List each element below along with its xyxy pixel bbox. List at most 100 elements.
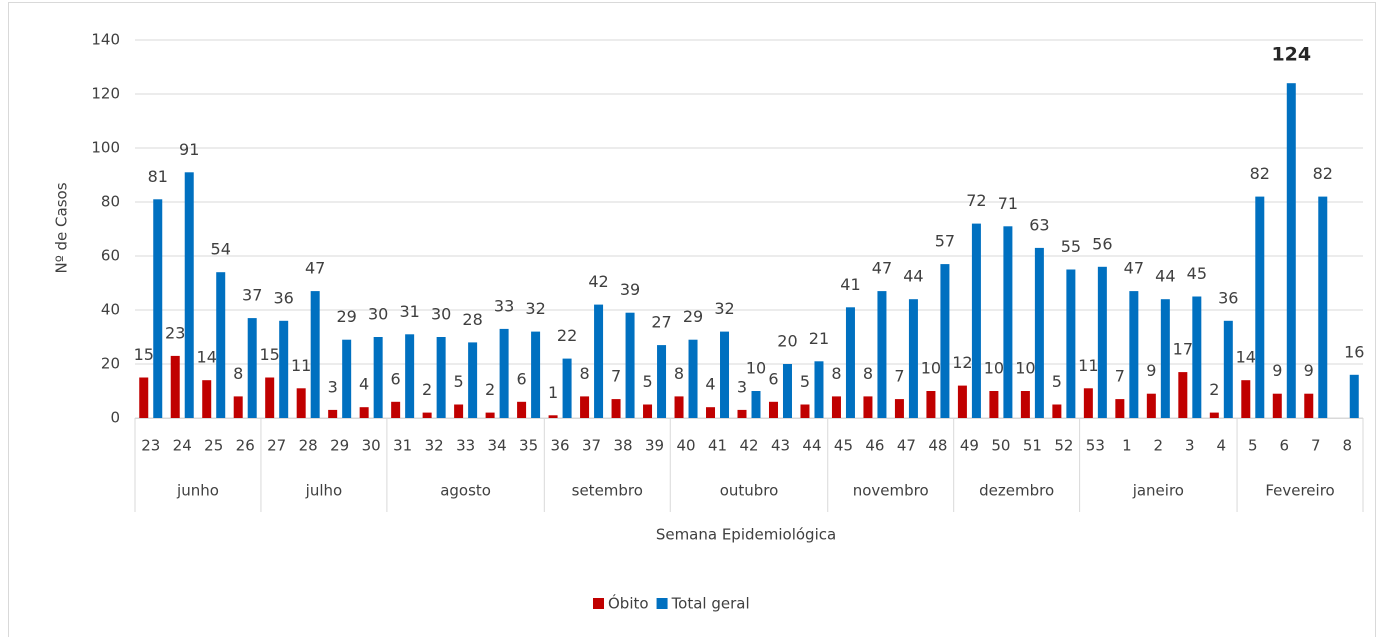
value-label: 9 (1272, 361, 1282, 380)
bar (1272, 393, 1282, 418)
value-label: 11 (1078, 356, 1098, 375)
bar (1192, 296, 1202, 418)
value-label: 45 (1187, 264, 1207, 283)
bar (153, 199, 163, 418)
value-label: 82 (1250, 164, 1270, 183)
value-label: 5 (1052, 372, 1062, 391)
value-label: 14 (1236, 348, 1256, 367)
value-label: 29 (683, 307, 703, 326)
value-label: 81 (148, 167, 168, 186)
bar (1003, 226, 1013, 418)
bar (247, 318, 257, 418)
value-label: 17 (1173, 340, 1193, 359)
value-label: 54 (211, 240, 231, 259)
bar (1318, 196, 1328, 418)
bar (1304, 393, 1314, 418)
value-label: 10 (921, 359, 941, 378)
bar (1255, 196, 1265, 418)
x-tick-label: 51 (1023, 437, 1042, 455)
x-tick-label: 46 (865, 437, 884, 455)
y-tick-label: 80 (101, 193, 120, 211)
bar (894, 399, 904, 418)
value-label: 36 (1218, 288, 1238, 307)
value-label: 7 (1115, 367, 1125, 386)
value-label: 10 (746, 359, 766, 378)
x-tick-label: 52 (1054, 437, 1073, 455)
value-label: 8 (674, 364, 684, 383)
bar (643, 404, 653, 418)
bar (814, 361, 824, 418)
bar (359, 407, 369, 418)
bar (548, 415, 558, 418)
bar (1178, 372, 1188, 418)
x-tick-label: 26 (236, 437, 255, 455)
x-tick-label: 31 (393, 437, 412, 455)
bar (877, 291, 887, 418)
bar (800, 404, 810, 418)
value-label: 32 (714, 299, 734, 318)
x-tick-label: 28 (299, 437, 318, 455)
x-tick-label: 47 (897, 437, 916, 455)
y-tick-label: 60 (101, 247, 120, 265)
legend-label: Total geral (671, 595, 750, 613)
x-tick-label: 37 (582, 437, 601, 455)
month-label: julho (305, 482, 343, 500)
bar (768, 401, 778, 418)
value-label: 16 (1344, 342, 1364, 361)
bar (1034, 247, 1044, 418)
value-label: 1 (548, 383, 558, 402)
bar (1066, 269, 1076, 418)
value-label: 5 (642, 372, 652, 391)
value-label: 7 (894, 367, 904, 386)
bar (139, 377, 149, 418)
value-label: 91 (179, 140, 199, 159)
bar (279, 320, 289, 418)
x-tick-label: 35 (519, 437, 538, 455)
value-label: 6 (768, 369, 778, 388)
bar (1129, 291, 1139, 418)
bar (1097, 266, 1107, 418)
value-label: 15 (134, 345, 154, 364)
bar (737, 409, 747, 418)
x-tick-label: 5 (1248, 437, 1258, 455)
bar (926, 391, 936, 418)
x-tick-label: 39 (645, 437, 664, 455)
bar (328, 409, 338, 418)
value-label: 12 (952, 353, 972, 372)
bar (310, 291, 320, 418)
x-tick-label: 50 (991, 437, 1010, 455)
x-tick-label: 38 (614, 437, 633, 455)
bar (468, 342, 478, 418)
value-label: 56 (1092, 234, 1112, 253)
bar (265, 377, 275, 418)
bar (373, 337, 383, 418)
value-label: 47 (305, 259, 325, 278)
bar (971, 223, 981, 418)
bar (184, 172, 194, 418)
bar (436, 337, 446, 418)
value-label: 5 (800, 372, 810, 391)
value-label: 8 (579, 364, 589, 383)
bar (1349, 374, 1359, 418)
x-tick-label: 43 (771, 437, 790, 455)
bar (782, 364, 792, 418)
bar (562, 358, 572, 418)
bar (499, 328, 509, 418)
bar (1223, 320, 1233, 418)
bar (342, 339, 352, 418)
legend-label: Óbito (608, 594, 649, 613)
value-label: 30 (368, 305, 388, 324)
value-label: 27 (651, 313, 671, 332)
bar (1209, 412, 1219, 418)
value-label: 39 (620, 280, 640, 299)
value-label: 3 (737, 377, 747, 396)
value-label: 44 (903, 267, 923, 286)
value-label: 14 (197, 348, 217, 367)
bar (202, 380, 212, 418)
x-tick-label: 48 (928, 437, 947, 455)
bar (720, 331, 730, 418)
y-tick-label: 0 (110, 409, 120, 427)
value-label: 28 (462, 310, 482, 329)
bar (908, 299, 918, 418)
